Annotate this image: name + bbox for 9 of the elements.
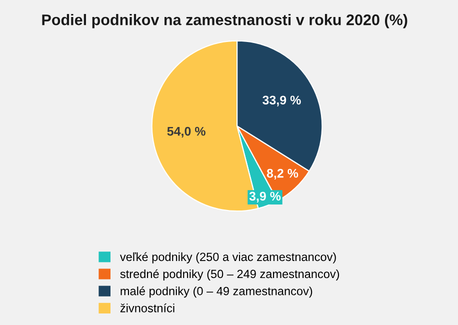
data-label: 3,9 % — [249, 192, 281, 202]
legend-label: veľké podniky (250 a viac zamestnancov) — [120, 252, 336, 264]
legend-label: stredné podniky (50 – 249 zamestnancov) — [120, 269, 340, 280]
data-label: 33,9 % — [262, 96, 301, 106]
data-label: 54,0 % — [167, 126, 206, 138]
chart-title: Podiel podnikov na zamestnanosti v roku 2020 (%) — [42, 14, 408, 28]
legend-label: živnostníci — [120, 304, 174, 312]
data-label: 8,2 % — [266, 168, 298, 180]
legend-label: malé podniky (0 – 49 zamestnancov) — [120, 286, 312, 298]
